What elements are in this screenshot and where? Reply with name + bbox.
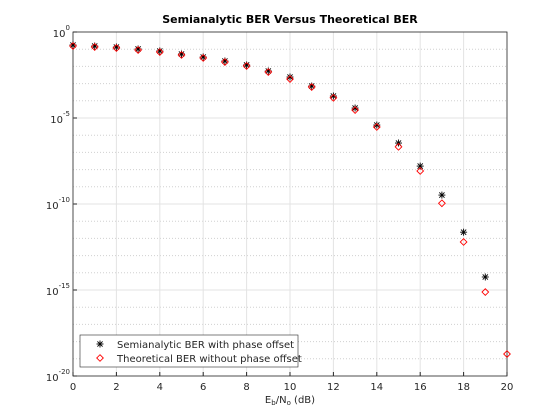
diamond-marker <box>394 142 403 151</box>
star-stroke <box>91 43 98 49</box>
x-tick-label: 18 <box>457 382 470 393</box>
legend: Semianalytic BER with phase offset Theore… <box>79 334 302 368</box>
star-stroke <box>482 274 489 280</box>
star-stroke <box>113 44 120 50</box>
diamond-marker <box>459 238 468 246</box>
x-tick-label: 6 <box>200 382 206 393</box>
diamond-marker <box>199 54 208 62</box>
star-marker <box>96 340 104 348</box>
star-stroke <box>417 163 424 170</box>
diamond-marker <box>90 43 99 51</box>
star-stroke <box>352 105 359 111</box>
diamond-marker <box>134 46 143 54</box>
diamond-marker <box>372 123 381 131</box>
star-stroke <box>200 54 207 60</box>
star-stroke <box>460 229 467 236</box>
star-marker <box>329 92 337 100</box>
diamond-marker <box>112 44 121 52</box>
x-tick-label: 2 <box>113 382 119 393</box>
y-tick-label: 10-5 <box>50 110 70 126</box>
diamond-marker <box>286 75 294 83</box>
diamond-marker <box>329 93 338 102</box>
star-stroke <box>243 62 250 68</box>
diamond-marker <box>96 354 104 362</box>
x-tick-label: 0 <box>70 382 76 393</box>
star-stroke <box>265 68 272 74</box>
diamond-marker <box>437 199 446 208</box>
diamond-marker <box>416 167 425 175</box>
diamond-marker <box>242 62 251 70</box>
axes-box <box>72 31 508 377</box>
diamond-marker <box>351 106 360 114</box>
star-marker <box>351 104 359 112</box>
star-marker <box>286 73 294 81</box>
star-stroke <box>97 341 103 347</box>
star-stroke <box>156 48 163 54</box>
x-tick-label: 12 <box>327 382 340 393</box>
star-marker <box>373 121 381 129</box>
x-tick-label: 4 <box>157 382 163 393</box>
diamond-marker <box>177 51 186 59</box>
y-tick-label: 10-20 <box>46 368 70 384</box>
diamond-marker <box>503 350 511 358</box>
star-stroke <box>330 93 337 99</box>
legend-label: Semianalytic BER with phase offset <box>117 340 294 351</box>
y-tick-label: 100 <box>53 24 70 40</box>
star-stroke <box>135 46 142 52</box>
star-marker <box>438 191 446 199</box>
star-stroke <box>178 51 185 57</box>
diamond-marker <box>155 48 164 56</box>
x-tick-label: 8 <box>243 382 249 393</box>
x-tick-label: 10 <box>284 382 297 393</box>
star-marker <box>481 273 489 281</box>
star-stroke <box>287 74 293 80</box>
star-stroke <box>221 58 228 64</box>
legend-label: Theoretical BER without phase offset <box>116 354 302 365</box>
diamond-marker <box>69 42 77 50</box>
diamond-marker <box>481 288 490 296</box>
y-tick-label: 10-10 <box>46 196 70 212</box>
x-tick-label: 14 <box>370 382 383 393</box>
diamond-marker <box>264 68 273 76</box>
star-stroke <box>438 192 445 198</box>
star-marker <box>416 162 424 170</box>
diamond-marker <box>220 58 229 66</box>
star-stroke <box>373 122 380 128</box>
chart-title: Semianalytic BER Versus Theoretical BER <box>162 13 418 26</box>
x-tick-label: 16 <box>414 382 427 393</box>
diamond-marker <box>307 83 316 91</box>
star-stroke <box>70 42 76 48</box>
x-tick-label: 20 <box>501 382 514 393</box>
legend-box <box>79 334 299 368</box>
y-tick-label: 10-15 <box>46 282 70 298</box>
star-marker <box>460 228 468 236</box>
star-stroke <box>308 83 315 89</box>
x-axis-label: Eb​/No​ (dB) <box>265 395 315 407</box>
